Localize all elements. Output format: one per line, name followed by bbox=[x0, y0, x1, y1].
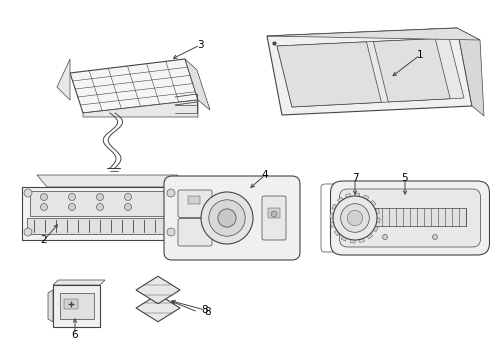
Bar bbox=[64, 299, 78, 309]
Circle shape bbox=[341, 204, 369, 232]
FancyBboxPatch shape bbox=[164, 176, 300, 260]
Polygon shape bbox=[48, 290, 53, 322]
Polygon shape bbox=[341, 235, 347, 241]
Polygon shape bbox=[330, 222, 337, 228]
Circle shape bbox=[69, 203, 75, 211]
Polygon shape bbox=[366, 232, 373, 239]
Polygon shape bbox=[70, 59, 198, 113]
Circle shape bbox=[433, 234, 438, 239]
Circle shape bbox=[41, 194, 48, 201]
Bar bbox=[354, 208, 466, 226]
Text: 3: 3 bbox=[196, 40, 203, 50]
Polygon shape bbox=[53, 285, 100, 327]
Polygon shape bbox=[267, 28, 472, 115]
Polygon shape bbox=[355, 193, 360, 198]
Polygon shape bbox=[277, 42, 381, 107]
Polygon shape bbox=[334, 229, 341, 236]
Polygon shape bbox=[350, 238, 355, 243]
Circle shape bbox=[167, 189, 175, 197]
Text: 4: 4 bbox=[262, 170, 269, 180]
Polygon shape bbox=[57, 59, 70, 100]
Polygon shape bbox=[267, 28, 480, 40]
Circle shape bbox=[333, 196, 377, 240]
Polygon shape bbox=[330, 213, 335, 218]
Polygon shape bbox=[345, 193, 351, 199]
Circle shape bbox=[383, 234, 388, 239]
FancyBboxPatch shape bbox=[340, 189, 481, 247]
Bar bbox=[188, 196, 200, 204]
FancyBboxPatch shape bbox=[178, 219, 212, 246]
Ellipse shape bbox=[201, 192, 253, 244]
Polygon shape bbox=[136, 276, 180, 304]
Polygon shape bbox=[277, 38, 464, 107]
Circle shape bbox=[97, 194, 103, 201]
Bar bbox=[30, 191, 169, 216]
Polygon shape bbox=[457, 28, 484, 116]
Polygon shape bbox=[136, 294, 180, 322]
Circle shape bbox=[97, 203, 103, 211]
Polygon shape bbox=[359, 237, 365, 243]
Polygon shape bbox=[37, 175, 187, 187]
Text: 6: 6 bbox=[72, 330, 78, 340]
Polygon shape bbox=[373, 39, 450, 102]
Circle shape bbox=[271, 211, 277, 217]
Polygon shape bbox=[337, 197, 344, 204]
Text: 1: 1 bbox=[416, 50, 423, 60]
Circle shape bbox=[167, 228, 175, 236]
FancyBboxPatch shape bbox=[262, 196, 286, 240]
FancyBboxPatch shape bbox=[178, 190, 212, 217]
Text: 8: 8 bbox=[202, 305, 208, 315]
Bar bbox=[268, 208, 280, 218]
Polygon shape bbox=[373, 208, 380, 214]
Polygon shape bbox=[185, 59, 210, 110]
Polygon shape bbox=[363, 195, 369, 201]
Ellipse shape bbox=[209, 200, 245, 236]
Circle shape bbox=[24, 189, 32, 197]
Ellipse shape bbox=[218, 209, 236, 227]
Polygon shape bbox=[332, 204, 339, 210]
Polygon shape bbox=[375, 218, 380, 223]
Polygon shape bbox=[177, 175, 187, 240]
Circle shape bbox=[347, 210, 363, 226]
Polygon shape bbox=[83, 100, 198, 117]
Text: 7: 7 bbox=[352, 173, 358, 183]
Bar bbox=[60, 293, 94, 319]
Bar bbox=[27, 218, 172, 234]
Text: 8: 8 bbox=[205, 307, 211, 317]
Text: 5: 5 bbox=[402, 173, 408, 183]
Polygon shape bbox=[371, 226, 378, 232]
Circle shape bbox=[124, 203, 131, 211]
Circle shape bbox=[24, 228, 32, 236]
Text: 2: 2 bbox=[41, 235, 48, 245]
FancyBboxPatch shape bbox=[330, 181, 490, 255]
Polygon shape bbox=[53, 280, 105, 285]
Bar bbox=[22, 187, 177, 240]
Polygon shape bbox=[369, 200, 376, 207]
Circle shape bbox=[69, 194, 75, 201]
Circle shape bbox=[124, 194, 131, 201]
Circle shape bbox=[41, 203, 48, 211]
